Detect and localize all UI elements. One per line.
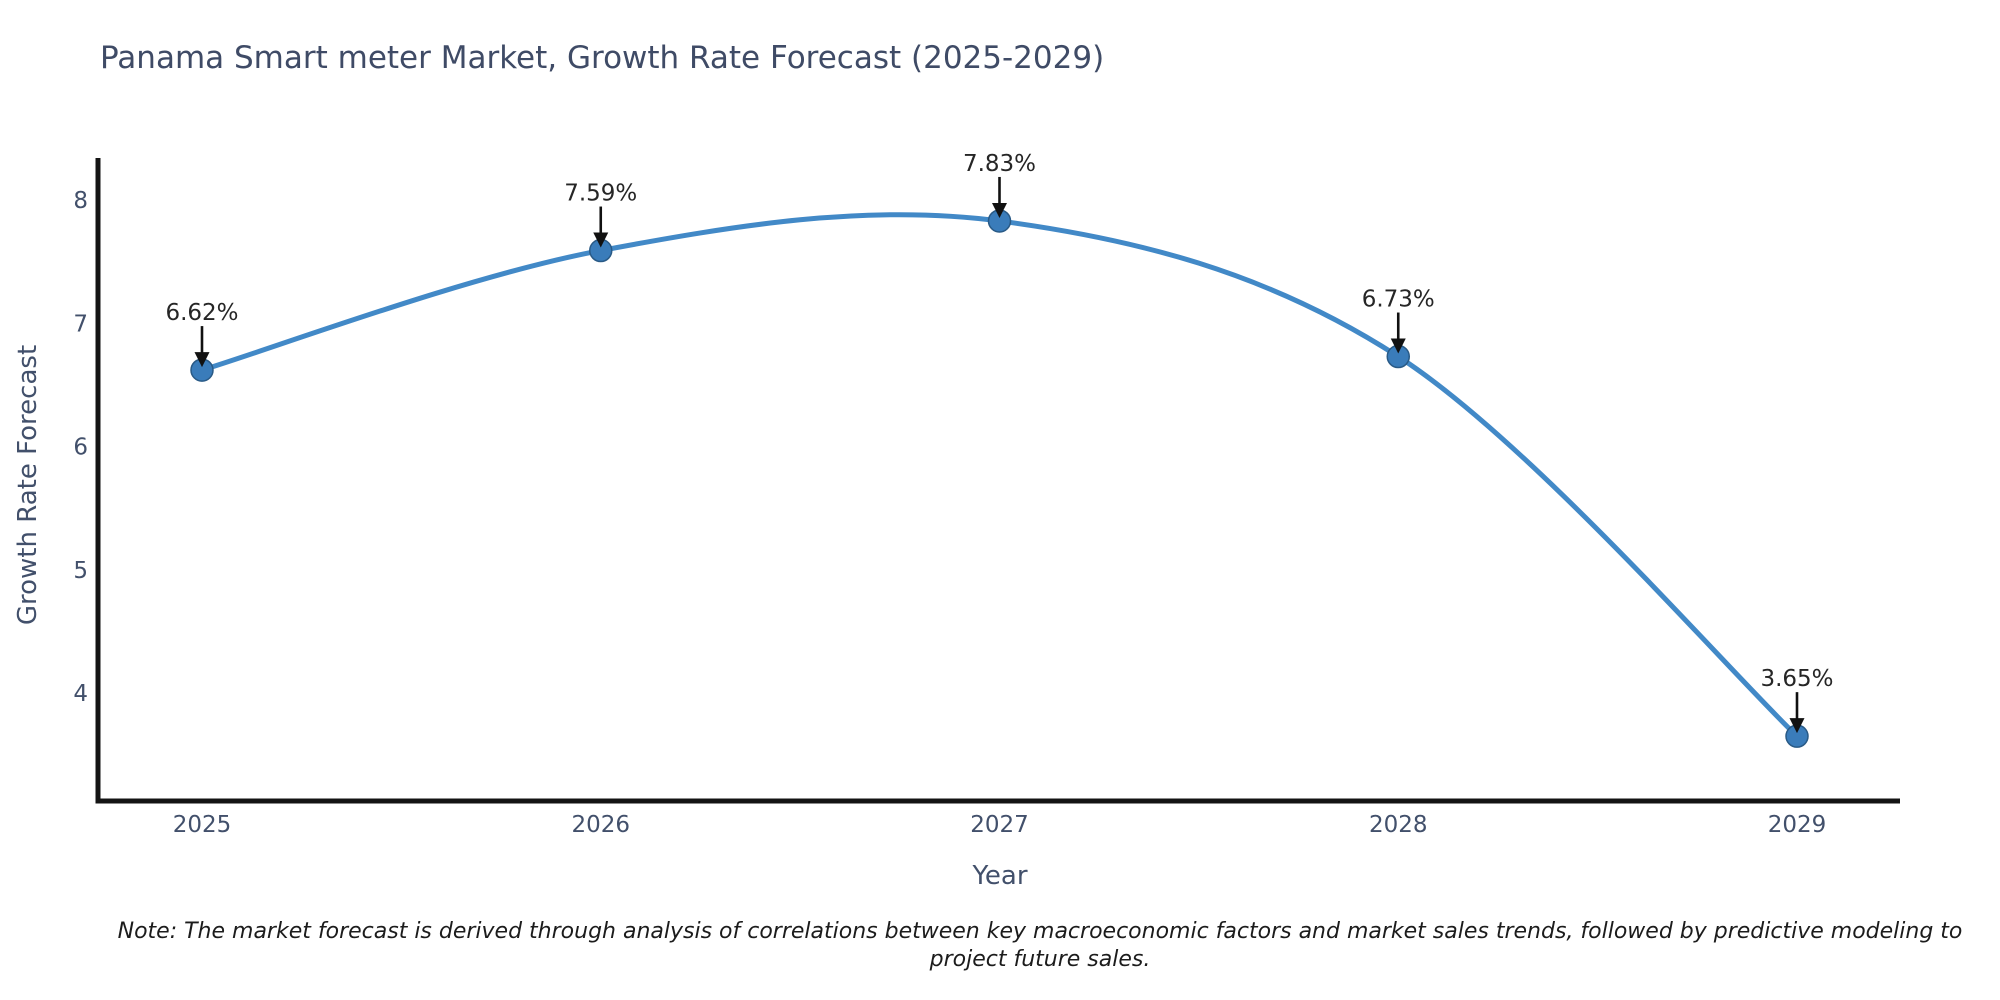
annotation-arrow-head	[1789, 718, 1805, 734]
annotation-arrow-head	[992, 202, 1007, 218]
y-axis-tick-label: 6	[73, 435, 88, 461]
annotation-arrow-head	[194, 352, 210, 368]
footnote: Note: The market forecast is derived thr…	[117, 919, 1963, 972]
y-axis-tick-label: 8	[73, 188, 88, 214]
y-axis-tick-label: 7	[73, 311, 88, 337]
y-axis-tick-label: 4	[73, 681, 88, 707]
y-axis-tick-label: 5	[73, 558, 88, 584]
data-point-label: 6.62%	[165, 300, 238, 326]
x-axis-tick-label: 2029	[1768, 812, 1827, 838]
data-point-label: 7.83%	[963, 151, 1036, 177]
trend-line	[201, 212, 1799, 738]
x-axis-tick-label: 2027	[970, 812, 1029, 838]
x-axis-tick-label: 2026	[571, 812, 630, 838]
y-axis-title: Growth Rate Forecast	[13, 344, 43, 626]
x-axis-tick-label: 2025	[173, 812, 232, 838]
x-axis-tick-label: 2028	[1369, 812, 1428, 838]
annotation-arrow-head	[1390, 338, 1406, 354]
chart-title: Panama Smart meter Market, Growth Rate F…	[100, 40, 1105, 76]
data-point-label: 7.59%	[564, 181, 637, 207]
data-point-label: 6.73%	[1362, 287, 1435, 313]
annotation-arrow-head	[593, 232, 609, 248]
x-axis-title: Year	[972, 861, 1028, 891]
data-point-label: 3.65%	[1760, 666, 1833, 692]
